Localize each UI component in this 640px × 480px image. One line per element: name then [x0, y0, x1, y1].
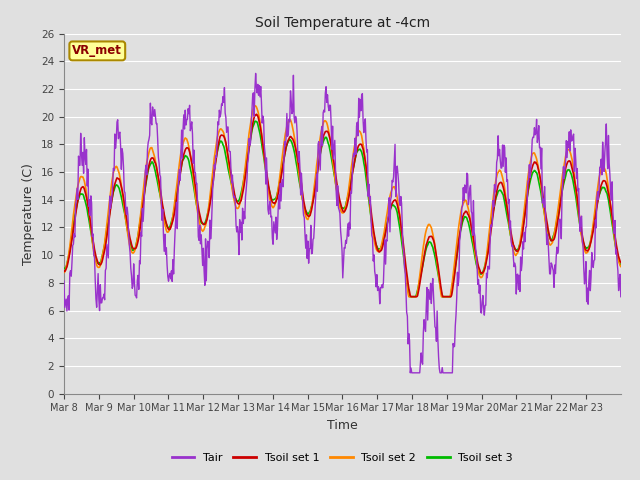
Title: Soil Temperature at -4cm: Soil Temperature at -4cm	[255, 16, 430, 30]
Text: VR_met: VR_met	[72, 44, 122, 58]
Legend: Tair, Tsoil set 1, Tsoil set 2, Tsoil set 3: Tair, Tsoil set 1, Tsoil set 2, Tsoil se…	[167, 448, 518, 467]
X-axis label: Time: Time	[327, 419, 358, 432]
Y-axis label: Temperature (C): Temperature (C)	[22, 163, 35, 264]
